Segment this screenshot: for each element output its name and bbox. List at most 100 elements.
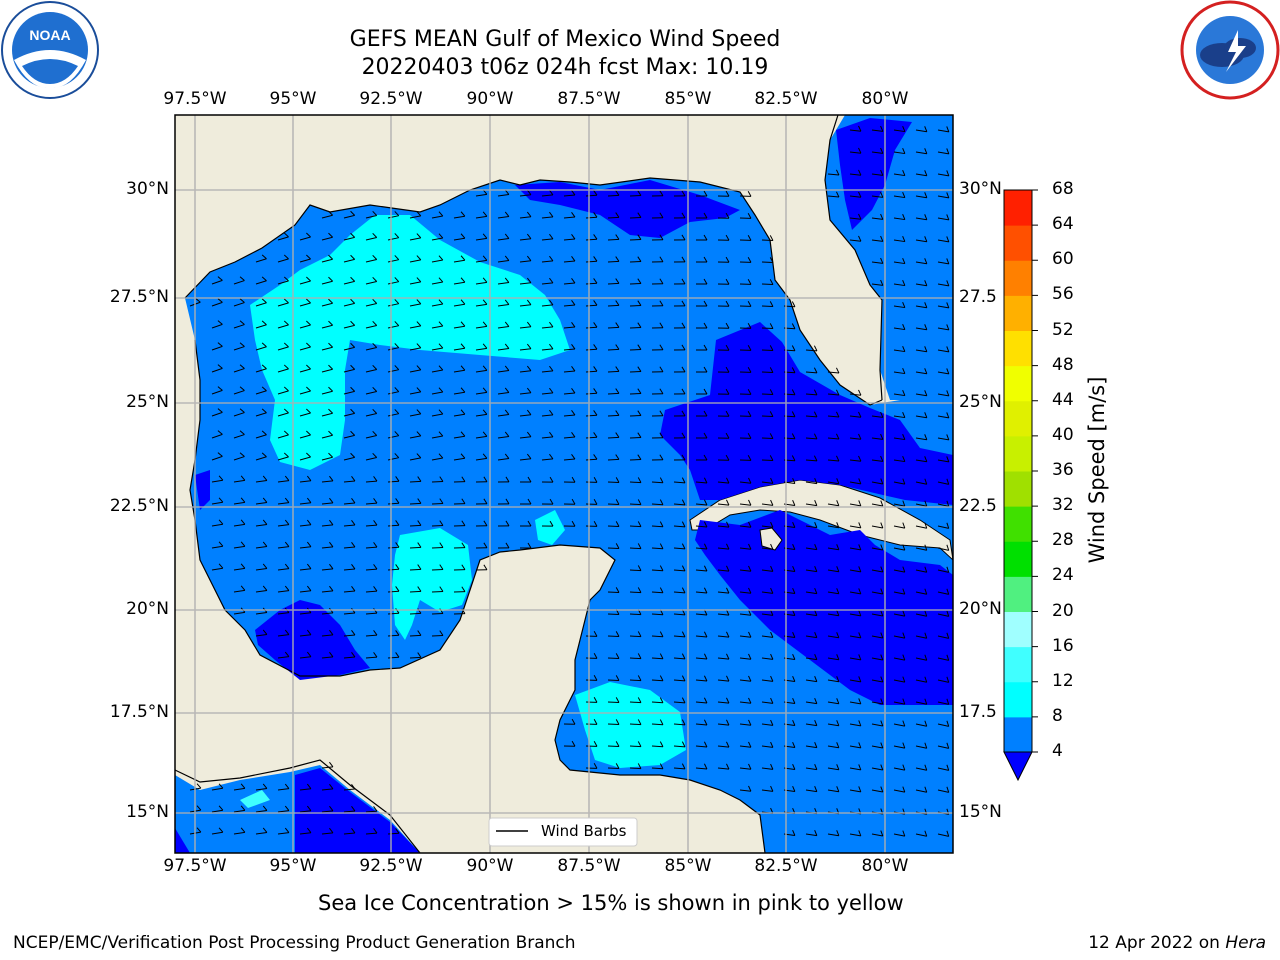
- wind-barb: [277, 827, 290, 835]
- lat-tick-label: 20°N: [959, 599, 1002, 619]
- wind-barb: [805, 610, 818, 617]
- wind-barb: [805, 764, 818, 771]
- lat-tick-label: 30°N: [959, 179, 1002, 199]
- wind-barb: [717, 432, 730, 439]
- wind-barb: [585, 234, 598, 241]
- colorbar: [1003, 189, 1038, 782]
- wind-barb: [233, 783, 246, 791]
- colorbar-segment: [1004, 716, 1032, 753]
- colorbar-title: Wind Speed [m/s]: [1085, 376, 1109, 564]
- lon-tick-label: 92.5°W: [359, 856, 423, 876]
- wind-barb: [695, 653, 708, 660]
- wind-barb: [739, 433, 752, 439]
- wind-barb: [497, 211, 510, 219]
- wind-barb: [871, 500, 884, 507]
- wind-barb: [805, 544, 818, 551]
- wind-barb: [607, 212, 620, 219]
- wind-barb: [827, 191, 840, 198]
- wind-barb: [761, 631, 774, 638]
- wind-barb: [871, 588, 884, 595]
- wind-barb: [651, 388, 664, 395]
- wind-barb: [321, 651, 334, 659]
- wind-barb: [365, 430, 378, 439]
- wind-barb: [607, 477, 620, 483]
- wind-barb: [695, 719, 708, 726]
- wind-barb: [937, 192, 950, 199]
- wind-barb: [871, 433, 884, 440]
- lon-tick-label: 85°W: [664, 89, 712, 109]
- wind-barb: [695, 697, 708, 704]
- wind-barb: [629, 653, 642, 660]
- lat-tick-label: 25°N: [126, 392, 169, 412]
- wind-barb: [233, 585, 246, 593]
- wind-barb: [739, 521, 752, 528]
- wind-barb: [299, 805, 312, 813]
- wind-barb: [717, 454, 730, 461]
- wind-barb: [431, 476, 444, 483]
- wind-barb: [431, 321, 444, 329]
- wind-barb: [453, 321, 466, 329]
- wind-barb: [299, 298, 311, 307]
- wind-barb: [827, 830, 840, 837]
- wind-barb: [387, 476, 400, 483]
- wind-barb: [299, 254, 311, 263]
- wind-barb: [849, 764, 862, 771]
- wind-barb: [343, 232, 356, 241]
- wind-barb: [673, 565, 686, 572]
- wind-barb: [937, 720, 950, 727]
- wind-barb: [607, 234, 620, 241]
- wind-barb: [761, 521, 774, 528]
- wind-barb: [563, 740, 576, 747]
- map-title: GEFS MEAN Gulf of Mexico Wind Speed: [349, 27, 781, 52]
- wind-barb: [871, 698, 884, 705]
- wind-barb: [629, 432, 642, 439]
- wind-barb: [255, 386, 267, 395]
- wind-barb: [695, 587, 708, 594]
- wind-barb: [365, 806, 378, 813]
- wind-barb: [805, 411, 818, 418]
- wind-barb: [761, 367, 774, 374]
- wind-barb: [695, 300, 708, 307]
- wind-barb: [651, 344, 664, 351]
- wind-barb: [673, 388, 686, 395]
- wind-barb: [409, 630, 422, 637]
- wind-barb: [893, 632, 906, 639]
- wind-barb: [387, 255, 400, 263]
- wind-barb: [497, 409, 510, 417]
- wind-barb: [233, 519, 246, 527]
- wind-barb: [299, 475, 312, 483]
- wind-barb: [915, 236, 928, 243]
- wind-barb: [827, 500, 840, 507]
- wind-barb: [871, 125, 884, 132]
- wind-barb: [739, 301, 752, 307]
- wind-barb: [695, 234, 708, 241]
- wind-barb: [497, 520, 510, 527]
- wind-barb: [431, 630, 444, 637]
- wind-barb: [497, 431, 510, 439]
- nws-logo-icon: [1180, 0, 1280, 100]
- wind-barb: [233, 408, 245, 417]
- wind-barb: [717, 631, 730, 638]
- wind-barb: [937, 610, 950, 617]
- wind-barb: [827, 676, 840, 683]
- wind-barb: [937, 830, 950, 837]
- wind-barb: [761, 697, 774, 704]
- wind-barb: [321, 342, 333, 351]
- lon-tick-label: 90°W: [466, 856, 514, 876]
- lat-tick-label: 30°N: [126, 179, 169, 199]
- wind-barb: [387, 343, 400, 351]
- wind-barb: [871, 610, 884, 617]
- wind-barb: [475, 211, 488, 219]
- wind-barb: [365, 476, 378, 483]
- wind-barb: [409, 299, 422, 307]
- wind-barb: [937, 786, 950, 793]
- wind-barb: [365, 586, 378, 593]
- wind-barb: [673, 300, 686, 307]
- wind-barb: [893, 433, 906, 441]
- wind-barb: [409, 476, 422, 483]
- wind-barb: [387, 431, 400, 439]
- wind-barb: [849, 389, 862, 396]
- wind-barb: [695, 741, 708, 748]
- wind-barb: [585, 278, 598, 285]
- wind-barb: [761, 477, 774, 484]
